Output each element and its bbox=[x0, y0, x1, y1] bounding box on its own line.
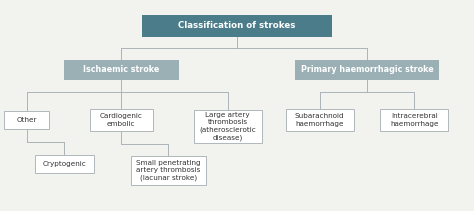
FancyBboxPatch shape bbox=[4, 111, 49, 129]
FancyBboxPatch shape bbox=[142, 15, 332, 37]
FancyBboxPatch shape bbox=[193, 110, 262, 143]
FancyBboxPatch shape bbox=[286, 109, 354, 131]
FancyBboxPatch shape bbox=[35, 155, 94, 173]
Text: Classification of strokes: Classification of strokes bbox=[178, 21, 296, 30]
Text: Ischaemic stroke: Ischaemic stroke bbox=[83, 65, 159, 74]
Text: Intracerebral
haemorrhage: Intracerebral haemorrhage bbox=[390, 114, 438, 127]
FancyBboxPatch shape bbox=[90, 109, 153, 131]
Text: Subarachnoid
haemorrhage: Subarachnoid haemorrhage bbox=[295, 114, 345, 127]
Text: Other: Other bbox=[17, 117, 37, 123]
Text: Cardiogenic
embolic: Cardiogenic embolic bbox=[100, 114, 143, 127]
Text: Cryptogenic: Cryptogenic bbox=[43, 161, 86, 167]
FancyBboxPatch shape bbox=[131, 156, 206, 185]
Text: Large artery
thrombosis
(atherosclerotic
disease): Large artery thrombosis (atherosclerotic… bbox=[199, 112, 256, 141]
Text: Small penetrating
artery thrombosis
(lacunar stroke): Small penetrating artery thrombosis (lac… bbox=[136, 160, 201, 181]
FancyBboxPatch shape bbox=[295, 60, 439, 80]
FancyBboxPatch shape bbox=[64, 60, 179, 80]
Text: Primary haemorrhagic stroke: Primary haemorrhagic stroke bbox=[301, 65, 433, 74]
FancyBboxPatch shape bbox=[380, 109, 448, 131]
